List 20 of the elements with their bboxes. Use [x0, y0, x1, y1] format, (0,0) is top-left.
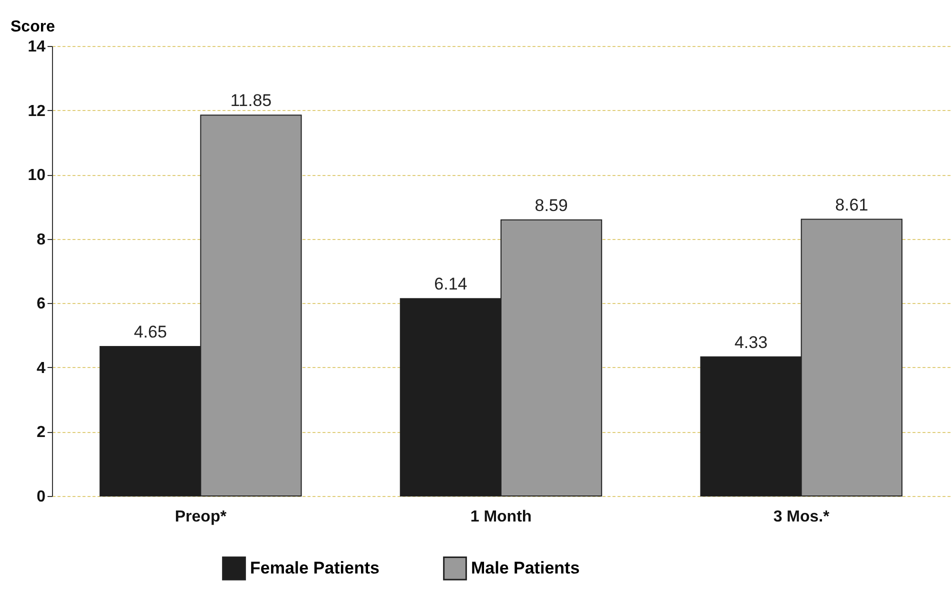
y-tick-label: 14 [28, 38, 46, 56]
y-tick-label: 10 [28, 167, 46, 184]
data-label: 11.85 [230, 91, 272, 110]
y-tick-label: 4 [36, 360, 46, 377]
x-tick-label: 1 Month [470, 508, 532, 526]
data-label: 4.65 [134, 322, 167, 342]
data-label: 4.33 [734, 332, 768, 352]
data-label: 6.14 [434, 274, 468, 294]
y-tick-label: 8 [36, 231, 46, 248]
data-label: 8.61 [835, 195, 868, 214]
y-tick-label: 12 [28, 102, 46, 120]
data-label: 8.59 [534, 196, 568, 215]
y-axis-title: Score [10, 18, 56, 36]
y-tick-label: 6 [36, 296, 46, 313]
legend-label: Male Patients [471, 558, 580, 578]
y-tick-label: 2 [36, 424, 46, 442]
y-tick-label: 0 [36, 488, 46, 506]
x-tick-label: 3 Mos.* [773, 508, 830, 526]
x-tick-label: Preop* [174, 508, 228, 526]
legend-label: Female Patients [250, 558, 380, 578]
